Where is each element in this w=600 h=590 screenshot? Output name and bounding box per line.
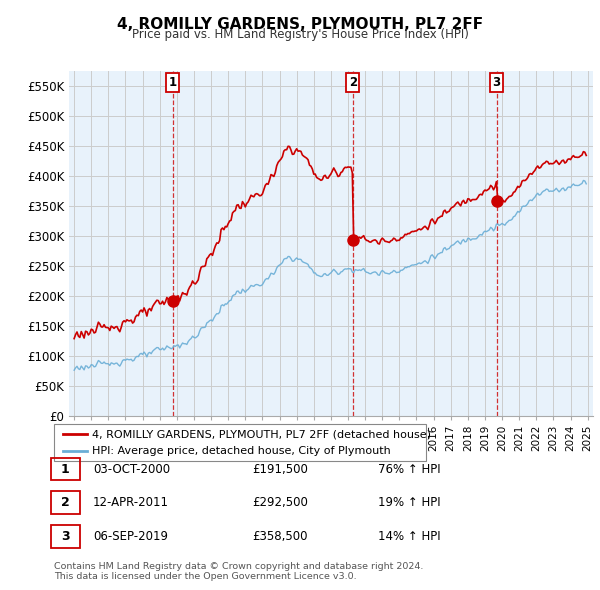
- Text: 03-OCT-2000: 03-OCT-2000: [93, 463, 170, 476]
- Text: 1: 1: [169, 76, 176, 89]
- Text: 2: 2: [349, 76, 357, 89]
- Text: £292,500: £292,500: [252, 496, 308, 509]
- Text: £358,500: £358,500: [252, 530, 308, 543]
- Text: Price paid vs. HM Land Registry's House Price Index (HPI): Price paid vs. HM Land Registry's House …: [131, 28, 469, 41]
- Text: 4, ROMILLY GARDENS, PLYMOUTH, PL7 2FF: 4, ROMILLY GARDENS, PLYMOUTH, PL7 2FF: [117, 17, 483, 31]
- Text: 4, ROMILLY GARDENS, PLYMOUTH, PL7 2FF (detached house): 4, ROMILLY GARDENS, PLYMOUTH, PL7 2FF (d…: [92, 429, 431, 439]
- Text: 19% ↑ HPI: 19% ↑ HPI: [378, 496, 440, 509]
- Text: £191,500: £191,500: [252, 463, 308, 476]
- Text: 1: 1: [61, 463, 70, 476]
- Text: 06-SEP-2019: 06-SEP-2019: [93, 530, 168, 543]
- Text: 3: 3: [61, 530, 70, 543]
- Text: Contains HM Land Registry data © Crown copyright and database right 2024.: Contains HM Land Registry data © Crown c…: [54, 562, 424, 571]
- Text: 14% ↑ HPI: 14% ↑ HPI: [378, 530, 440, 543]
- Text: 2: 2: [61, 496, 70, 509]
- Text: 12-APR-2011: 12-APR-2011: [93, 496, 169, 509]
- Text: HPI: Average price, detached house, City of Plymouth: HPI: Average price, detached house, City…: [92, 446, 391, 456]
- Text: 3: 3: [493, 76, 500, 89]
- Text: This data is licensed under the Open Government Licence v3.0.: This data is licensed under the Open Gov…: [54, 572, 356, 581]
- Text: 76% ↑ HPI: 76% ↑ HPI: [378, 463, 440, 476]
